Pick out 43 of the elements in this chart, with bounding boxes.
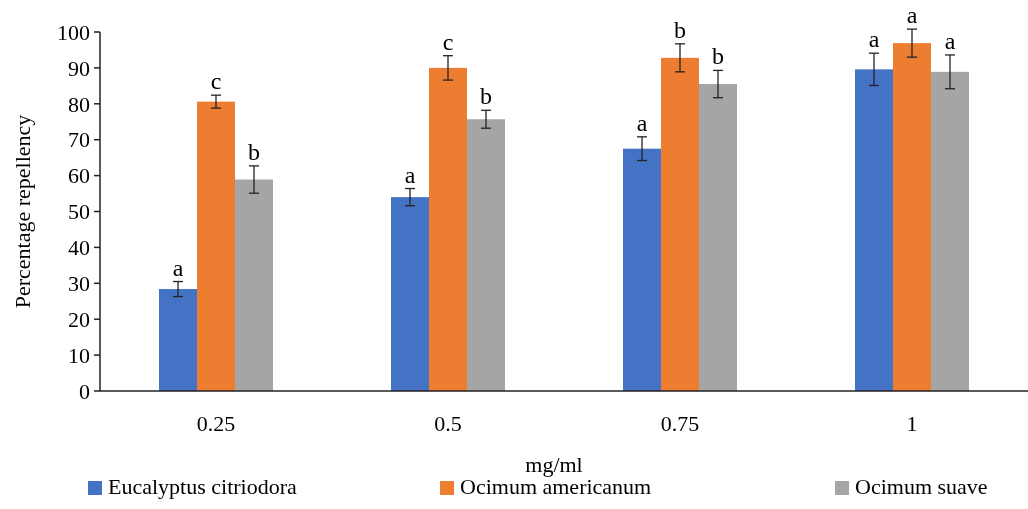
data-label: a: [404, 161, 416, 188]
y-tick-label: 100: [57, 19, 90, 45]
y-tick-label: 80: [68, 91, 90, 117]
bar: [855, 69, 893, 391]
y-tick-label: 60: [68, 163, 90, 189]
data-label: b: [248, 138, 260, 165]
data-label: a: [636, 109, 648, 136]
legend-label: Ocimum suave: [855, 474, 988, 500]
data-label: b: [674, 16, 686, 43]
legend-label: Eucalyptus citriodora: [108, 474, 298, 500]
y-tick-label: 20: [68, 306, 90, 332]
bar: [931, 71, 969, 391]
data-label: b: [712, 43, 724, 70]
bar: [699, 84, 737, 391]
y-axis-title: Percentage repellency: [10, 114, 35, 309]
x-tick-label: 0.5: [434, 411, 462, 436]
data-label: c: [442, 28, 454, 55]
bar: [197, 101, 235, 391]
y-tick-label: 90: [68, 55, 90, 81]
data-label: a: [944, 27, 956, 54]
x-tick-label: 0.75: [660, 411, 700, 436]
y-tick-label: 30: [68, 271, 90, 296]
bar: [467, 119, 505, 391]
bar: [661, 57, 699, 391]
y-tick-label: 10: [68, 342, 90, 368]
bar: [235, 179, 273, 391]
bar: [623, 148, 661, 391]
bar: [159, 289, 197, 391]
y-tick-label: 50: [68, 199, 90, 225]
bar: [429, 67, 467, 391]
data-label: a: [868, 26, 880, 53]
y-tick-label: 70: [68, 127, 90, 153]
data-label: a: [172, 254, 184, 281]
bar: [893, 43, 931, 391]
x-tick-label: 0.25: [196, 411, 236, 436]
data-label: c: [210, 68, 222, 95]
y-tick-label: 0: [79, 378, 90, 404]
x-tick-label: 1: [906, 411, 918, 436]
x-axis-title: mg/ml: [525, 452, 583, 477]
bar: [391, 197, 429, 391]
y-tick-label: 40: [68, 235, 90, 261]
data-label: b: [480, 83, 492, 110]
data-label: a: [906, 2, 918, 29]
